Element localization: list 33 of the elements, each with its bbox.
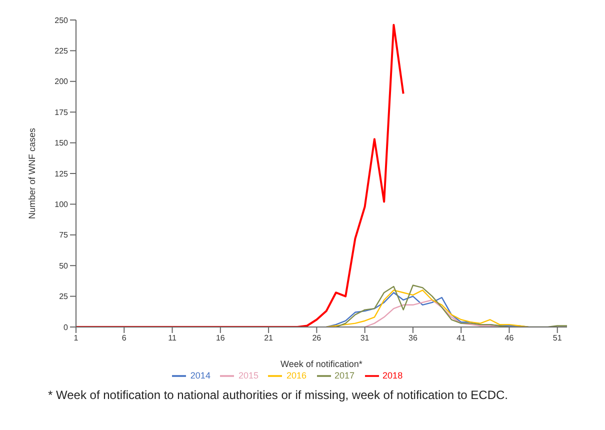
x-tick-label: 11: [168, 334, 177, 343]
x-tick-label: 31: [360, 334, 370, 343]
y-tick-label: 50: [59, 261, 69, 270]
x-tick-label: 41: [456, 334, 466, 343]
line-series: [364, 299, 500, 327]
legend-label: 2016: [286, 370, 307, 380]
x-tick-label: 26: [312, 334, 322, 343]
text: * Week of notification to national authorities or if missing, week of notification to ECDC.: [47, 388, 510, 402]
y-tick-label: 25: [59, 292, 69, 302]
y-tick-label: 75: [59, 230, 69, 240]
x-tick-label: 1: [74, 334, 79, 343]
y-tick-label: 250: [54, 16, 69, 25]
legend-label: 2015: [238, 370, 258, 380]
y-axis-title: Number of WNF cases: [27, 127, 38, 220]
line-series: [76, 24, 404, 327]
y-tick-label: 200: [54, 77, 69, 86]
x-axis-title: Week of notification*: [280, 359, 363, 369]
x-tick-label: 51: [552, 334, 562, 343]
legend-label: 2018: [382, 370, 403, 380]
x-tick-label: 36: [408, 334, 418, 343]
x-tick-label: 16: [216, 334, 226, 343]
legend-label: 2017: [334, 370, 355, 380]
x-tick-label: 6: [122, 334, 127, 343]
y-tick-label: 0: [64, 322, 69, 332]
y-tick-label: 225: [54, 46, 69, 56]
y-tick-label: 150: [54, 138, 69, 148]
y-tick-label: 125: [54, 169, 69, 178]
x-tick-label: 46: [504, 334, 514, 343]
line-series: [335, 284, 567, 327]
y-tick-label: 175: [54, 108, 69, 117]
y-tick-label: 100: [54, 200, 69, 210]
x-tick-label: 21: [264, 334, 274, 343]
legend-label: 2014: [190, 370, 210, 380]
